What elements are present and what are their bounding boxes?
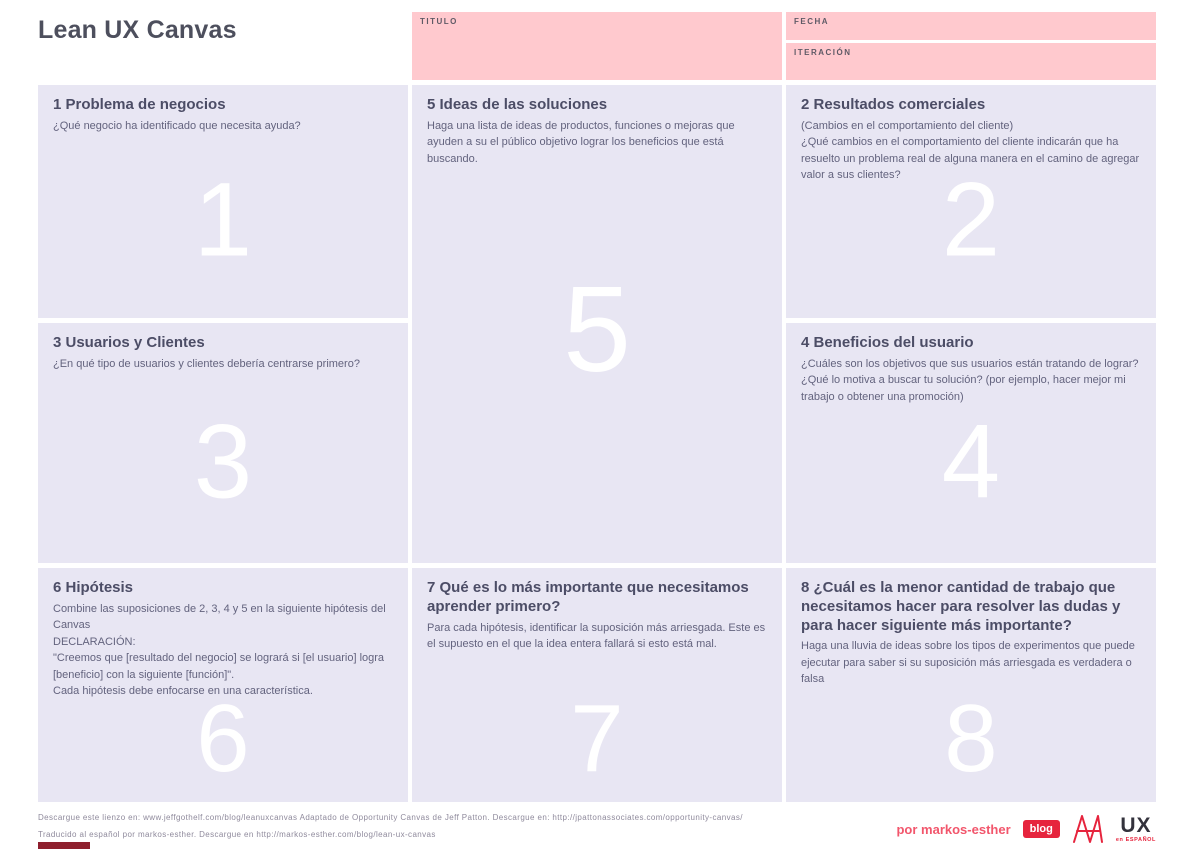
box-title: 5 Ideas de las soluciones	[427, 96, 608, 113]
markos-esther-logo-icon	[1072, 814, 1104, 844]
watermark-number-6: 6	[196, 684, 250, 792]
box-body: Combine las suposiciones de 2, 3, 4 y 5 …	[53, 602, 386, 698]
box-title: 1 Problema de negocios	[53, 96, 226, 113]
iteracion-label: ITERACIÓN	[794, 48, 852, 57]
box-resultados-comerciales: 2 Resultados comerciales (Cambios en el …	[786, 85, 1156, 318]
page-title: Lean UX Canvas	[38, 16, 237, 44]
box-title: 3 Usuarios y Clientes	[53, 334, 205, 351]
box-usuarios-y-clientes: 3 Usuarios y Clientes ¿En qué tipo de us…	[38, 323, 408, 563]
box-title: 4 Beneficios del usuario	[801, 334, 974, 351]
titulo-label: TITULO	[420, 17, 458, 26]
iteracion-field[interactable]: ITERACIÓN	[786, 43, 1156, 80]
watermark-number-7: 7	[570, 684, 624, 792]
box-title: 7 Qué es lo más importante que necesitam…	[427, 579, 749, 615]
footer-credits-line2: Traducido al español por markos-esther. …	[38, 829, 436, 839]
box-problema-de-negocios: 1 Problema de negocios ¿Qué negocio ha i…	[38, 85, 408, 318]
bottom-left-strip	[38, 842, 90, 849]
box-title: 8 ¿Cuál es la menor cantidad de trabajo …	[801, 579, 1121, 634]
box-beneficios-del-usuario: 4 Beneficios del usuario ¿Cuáles son los…	[786, 323, 1156, 563]
box-body: ¿En qué tipo de usuarios y clientes debe…	[53, 357, 360, 370]
watermark-number-8: 8	[944, 684, 998, 792]
box-title: 6 Hipótesis	[53, 579, 134, 596]
watermark-number-3: 3	[193, 403, 253, 521]
box-ideas-de-soluciones: 5 Ideas de las soluciones Haga una lista…	[412, 85, 782, 563]
box-body: ¿Qué negocio ha identificado que necesit…	[53, 119, 301, 132]
canvas-grid: Lean UX Canvas TITULO FECHA ITERACIÓN 1 …	[38, 12, 1156, 802]
box-menor-cantidad-de-trabajo: 8 ¿Cuál es la menor cantidad de trabajo …	[786, 568, 1156, 802]
watermark-number-5: 5	[563, 260, 631, 397]
ux-logo-subtext: en ESPAÑOL	[1115, 836, 1156, 843]
fecha-field[interactable]: FECHA	[786, 12, 1156, 40]
header-right-fields: FECHA ITERACIÓN	[786, 12, 1156, 80]
ux-logo-text: UX	[1120, 813, 1152, 837]
footer-branding: por markos-esther blog UX en ESPAÑOL	[896, 812, 1156, 844]
box-body: (Cambios en el comportamiento del client…	[801, 119, 1140, 182]
titulo-field[interactable]: TITULO	[412, 12, 782, 80]
box-hipotesis: 6 Hipótesis Combine las suposiciones de …	[38, 568, 408, 802]
box-body: Haga una lista de ideas de productos, fu…	[427, 119, 735, 165]
box-body: Haga una lluvia de ideas sobre los tipos…	[801, 640, 1135, 686]
box-que-aprender-primero: 7 Qué es lo más importante que necesitam…	[412, 568, 782, 802]
blog-badge[interactable]: blog	[1022, 819, 1060, 839]
footer: Descargue este lienzo en: www.jeffgothel…	[38, 812, 1156, 846]
author-credit: por markos-esther	[896, 821, 1011, 837]
ux-en-espanol-logo: UX en ESPAÑOL	[1116, 815, 1156, 844]
box-body: ¿Cuáles son los objetivos que sus usuari…	[801, 357, 1139, 403]
box-title: 2 Resultados comerciales	[801, 96, 986, 113]
box-body: Para cada hipótesis, identificar la supo…	[427, 621, 766, 651]
fecha-label: FECHA	[794, 17, 830, 26]
footer-credits-line1: Descargue este lienzo en: www.jeffgothel…	[38, 813, 743, 822]
watermark-number-1: 1	[193, 161, 253, 279]
footer-credits: Descargue este lienzo en: www.jeffgothel…	[38, 812, 743, 846]
watermark-number-4: 4	[941, 403, 1001, 521]
